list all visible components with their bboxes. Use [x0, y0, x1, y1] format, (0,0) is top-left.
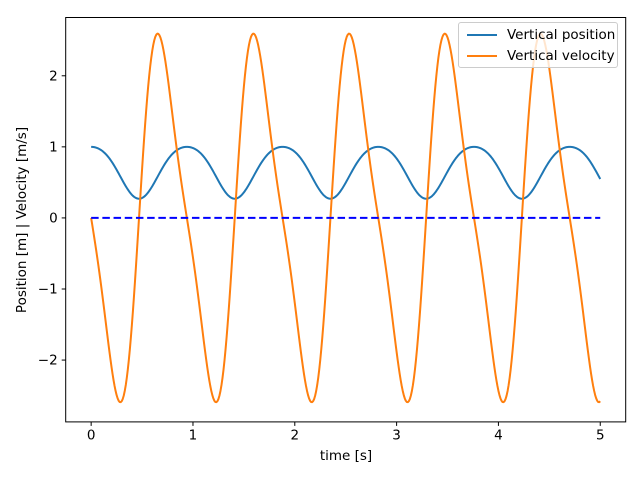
- legend-entry-velocity: Vertical velocity: [459, 46, 617, 65]
- x-axis-label: time [s]: [319, 448, 373, 464]
- x-tick-label: 1: [189, 427, 198, 443]
- legend-entry-position: Vertical position: [459, 25, 617, 44]
- y-tick-label: 0: [49, 210, 58, 226]
- x-tick-label: 0: [87, 427, 96, 443]
- legend: Vertical position Vertical velocity: [458, 22, 618, 68]
- x-tick-label: 4: [494, 427, 503, 443]
- plot-border: [65, 17, 627, 423]
- y-axis-label: Position [m] | Velocity [m/s]: [14, 126, 30, 314]
- y-tick-label: −1: [38, 281, 58, 297]
- y-tick-label: 1: [49, 139, 58, 155]
- y-tick-label: −2: [38, 353, 58, 369]
- legend-label-position: Vertical position: [507, 26, 616, 43]
- y-tick-label: 2: [49, 68, 58, 84]
- x-tick-label: 3: [392, 427, 401, 443]
- legend-label-velocity: Vertical velocity: [507, 47, 615, 64]
- legend-line-sample-position: [467, 33, 497, 36]
- series-vertical-velocity-line: [90, 32, 601, 404]
- x-tick-label: 2: [290, 427, 299, 443]
- x-tick-label: 5: [596, 427, 605, 443]
- legend-line-sample-velocity: [467, 54, 497, 57]
